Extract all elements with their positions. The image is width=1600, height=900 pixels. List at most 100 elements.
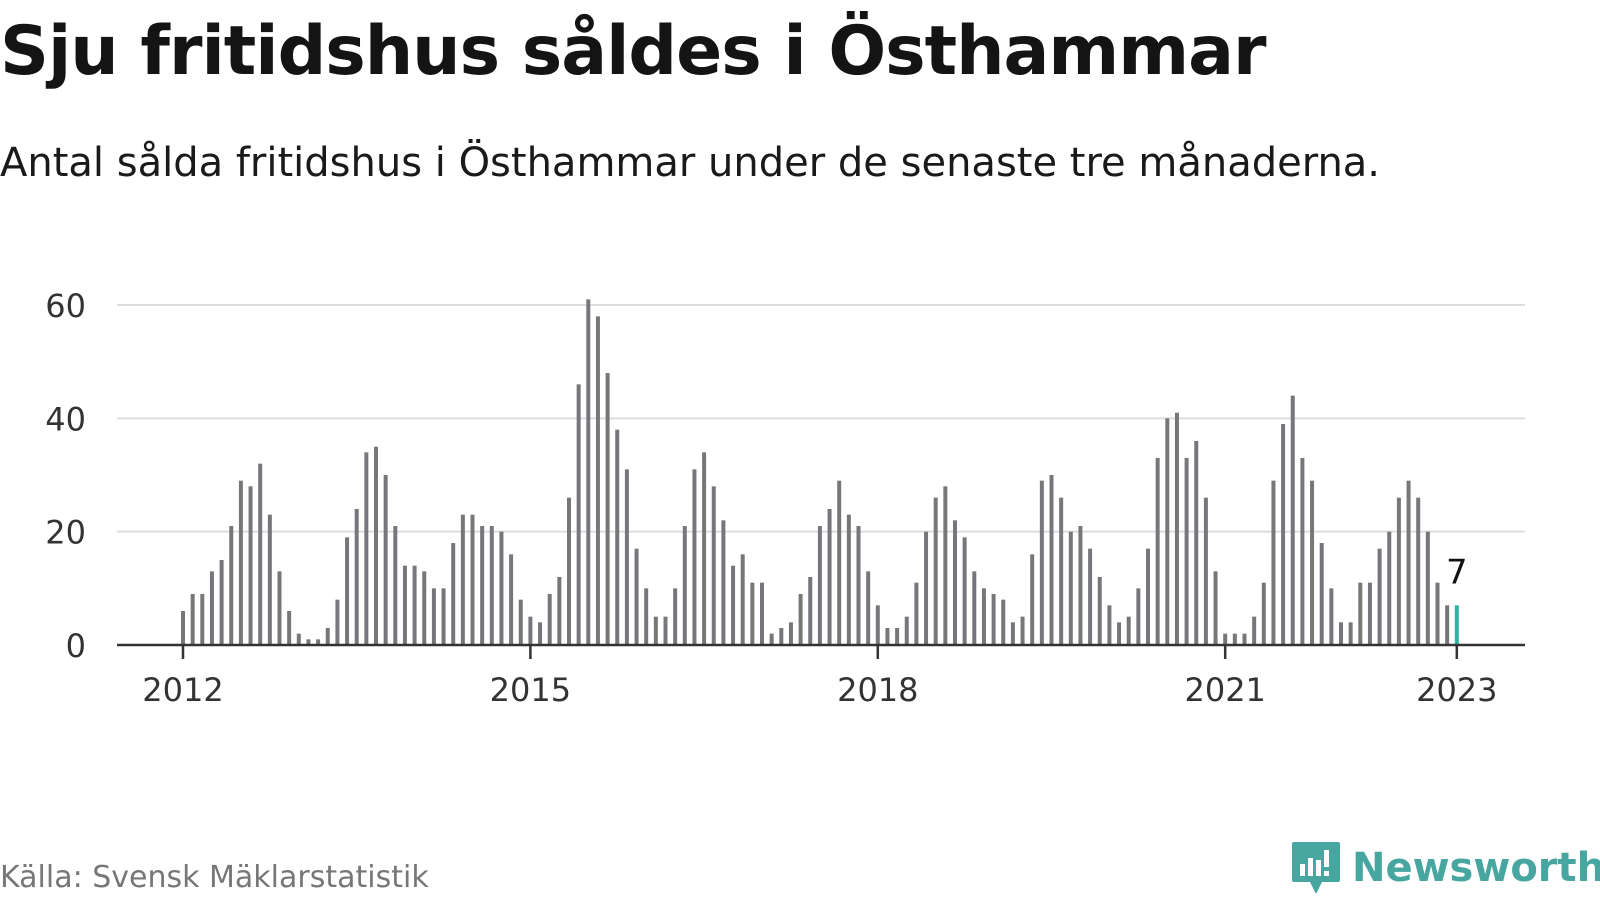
- bar: [567, 497, 571, 645]
- bar: [663, 616, 668, 645]
- bar: [364, 452, 369, 645]
- bar: [1232, 633, 1237, 645]
- bar: [1377, 548, 1382, 645]
- bar: [731, 565, 736, 645]
- bar: [914, 582, 919, 645]
- bar: [856, 526, 861, 645]
- bar: [673, 588, 678, 645]
- bar: [605, 373, 610, 645]
- bar: [615, 429, 620, 645]
- newsworthy-logo-icon: [1292, 842, 1340, 894]
- bar: [460, 514, 465, 645]
- bar: [760, 582, 764, 645]
- bar: [557, 577, 562, 645]
- y-tick-label: 60: [45, 287, 86, 325]
- bar: [306, 639, 311, 645]
- bar: [1290, 395, 1295, 645]
- bar: [895, 628, 900, 645]
- bar: [827, 509, 832, 645]
- bar: [962, 537, 967, 645]
- source-note: Källa: Svensk Mäklarstatistik: [0, 860, 429, 895]
- bar: [277, 571, 282, 645]
- bar: [489, 526, 494, 645]
- bar: [972, 571, 977, 645]
- bar: [335, 599, 340, 645]
- bar: [624, 469, 629, 645]
- bar: [374, 446, 378, 645]
- bar: [480, 526, 485, 645]
- bar: [953, 520, 957, 645]
- bar: [1155, 458, 1160, 645]
- bar: [943, 486, 948, 645]
- y-tick-label: 20: [45, 514, 86, 552]
- bar: [1445, 605, 1450, 645]
- bar: [769, 633, 774, 645]
- brand-name: Newsworthy: [1352, 845, 1600, 891]
- bar: [1367, 582, 1372, 645]
- bar: [1416, 497, 1421, 645]
- bar: [1271, 480, 1276, 645]
- bar: [1242, 633, 1247, 645]
- bar: [1107, 605, 1112, 645]
- bar: [1049, 475, 1054, 645]
- bar: [509, 554, 514, 645]
- chart-title: Sju fritidshus såldes i Östhammar: [0, 12, 1267, 91]
- bar: [1097, 577, 1102, 645]
- bar: [1174, 412, 1179, 645]
- bar: [1252, 616, 1257, 645]
- bar: [866, 571, 871, 645]
- bar: [258, 463, 263, 645]
- bar: [499, 531, 504, 645]
- bar: [711, 486, 716, 645]
- bar: [1030, 554, 1035, 645]
- bar: [595, 316, 600, 645]
- bar: [1281, 424, 1286, 645]
- bar: [788, 622, 793, 645]
- bar: [518, 599, 523, 645]
- bar: [181, 611, 185, 645]
- bar: [1078, 526, 1083, 645]
- bar: [219, 560, 224, 645]
- bar: [1136, 588, 1141, 645]
- x-tick-label: 2023: [1416, 671, 1497, 709]
- bar: [1329, 588, 1334, 645]
- bar: [692, 469, 697, 645]
- bar: [885, 628, 890, 645]
- bar: [1020, 616, 1025, 645]
- bar: [1213, 571, 1218, 645]
- bar: [779, 628, 784, 645]
- bar: [586, 299, 591, 645]
- bar: [190, 594, 195, 645]
- bar: [1010, 622, 1015, 645]
- bar: [682, 526, 687, 645]
- bar: [412, 565, 417, 645]
- bar: [1406, 480, 1411, 645]
- bar: [470, 514, 475, 645]
- bar: [528, 616, 533, 645]
- bar: [1184, 458, 1189, 645]
- bar: [393, 526, 398, 645]
- bar: [1068, 531, 1073, 645]
- bar: [1261, 582, 1266, 645]
- bar: [1039, 480, 1044, 645]
- bar: [991, 594, 996, 645]
- highlight-value-label: 7: [1446, 552, 1468, 592]
- bar: [316, 639, 321, 645]
- bar: [354, 509, 359, 645]
- bar: [538, 622, 543, 645]
- x-tick-label: 2018: [837, 671, 918, 709]
- bar: [1203, 497, 1208, 645]
- bar: [229, 526, 234, 645]
- bar: [451, 543, 456, 645]
- x-tick-label: 2021: [1184, 671, 1265, 709]
- bar: [933, 497, 938, 645]
- bar: [547, 594, 552, 645]
- bar: [808, 577, 813, 645]
- bar: [1165, 418, 1170, 645]
- x-tick-label: 2015: [490, 671, 571, 709]
- bar: [924, 531, 929, 645]
- bar: [1001, 599, 1006, 645]
- brand-logo: Newsworthy: [1290, 838, 1600, 898]
- bar: [287, 611, 292, 645]
- bar: [1310, 480, 1315, 645]
